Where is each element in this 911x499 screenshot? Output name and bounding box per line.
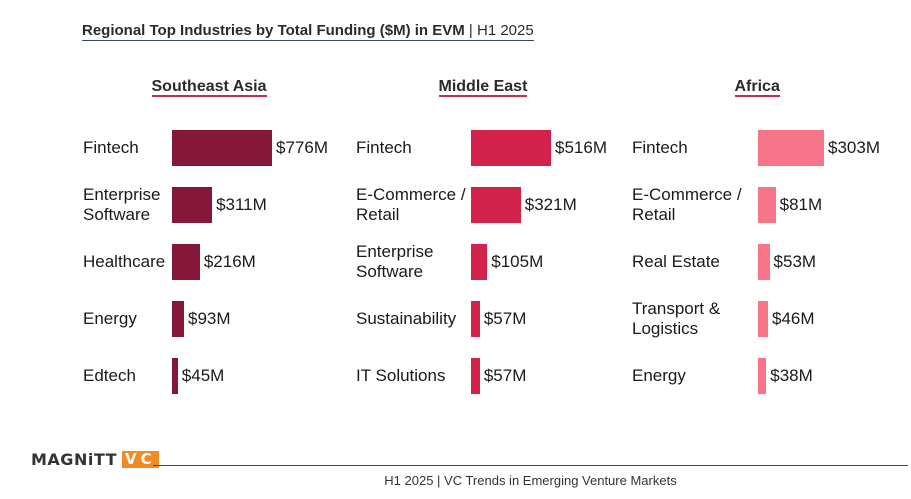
category-label: Healthcare xyxy=(83,252,166,271)
bar xyxy=(471,301,480,337)
logo-badge: VC xyxy=(122,451,159,468)
magnitt-vc-logo: MAGNiTT VC xyxy=(31,450,159,469)
region-title: Africa xyxy=(734,78,780,97)
region-title: Middle East xyxy=(438,78,528,97)
category-label: Sustainability xyxy=(356,309,457,328)
footer-caption: H1 2025 | VC Trends in Emerging Venture … xyxy=(384,473,677,488)
bar xyxy=(471,358,480,394)
data-label: $53M xyxy=(773,252,817,271)
bar xyxy=(471,187,521,223)
category-label: Fintech xyxy=(632,138,688,157)
data-label: $38M xyxy=(770,366,813,385)
data-label: $46M xyxy=(772,309,815,328)
chart-title-main: Regional Top Industries by Total Funding… xyxy=(82,22,465,39)
category-label: Enterprise Software xyxy=(83,185,161,224)
bar xyxy=(758,244,770,280)
data-label: $311M xyxy=(216,195,267,214)
data-label: $516M xyxy=(555,138,607,157)
category-label: Fintech xyxy=(83,138,139,157)
category-label: E-Commerce / Retail xyxy=(632,185,742,224)
chart-title-period: H1 2025 xyxy=(477,22,534,39)
data-label: $216M xyxy=(203,252,256,271)
bar xyxy=(758,187,776,223)
chart-title-separator: | xyxy=(464,22,477,39)
data-label: $93M xyxy=(187,309,231,328)
bar xyxy=(758,130,824,166)
data-label: $321M xyxy=(524,195,577,214)
data-label: $57M xyxy=(483,366,527,385)
bar xyxy=(172,130,272,166)
bar xyxy=(172,358,178,394)
bar xyxy=(172,301,184,337)
bar xyxy=(471,130,551,166)
data-label: $81M xyxy=(779,195,823,214)
bar xyxy=(758,358,767,394)
data-label: $45M xyxy=(181,366,225,385)
category-label: IT Solutions xyxy=(356,366,446,385)
footer-divider xyxy=(153,465,908,466)
data-label: $303M xyxy=(828,138,880,157)
data-label: $776M xyxy=(276,138,328,157)
category-label: Fintech xyxy=(356,138,412,157)
chart-title: Regional Top Industries by Total Funding… xyxy=(82,22,534,41)
bar xyxy=(758,301,769,337)
bar xyxy=(471,244,488,280)
category-label: Enterprise Software xyxy=(356,242,434,281)
data-label: $57M xyxy=(483,309,527,328)
bar xyxy=(172,244,200,280)
data-label: $105M xyxy=(491,252,544,271)
category-label: Energy xyxy=(632,366,686,385)
logo-text: MAGNiTT xyxy=(31,450,118,469)
category-label: Transport & Logistics xyxy=(632,299,721,338)
category-label: Energy xyxy=(83,309,137,328)
category-label: E-Commerce / Retail xyxy=(356,185,466,224)
region-title: Southeast Asia xyxy=(151,78,267,97)
bar xyxy=(172,187,213,223)
category-label: Edtech xyxy=(83,366,136,385)
category-label: Real Estate xyxy=(632,252,720,271)
